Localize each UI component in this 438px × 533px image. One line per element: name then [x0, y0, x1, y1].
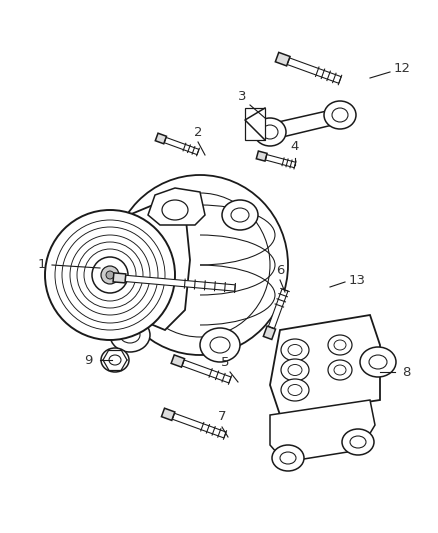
Ellipse shape [45, 210, 175, 340]
Ellipse shape [281, 379, 309, 401]
Polygon shape [171, 355, 184, 367]
Ellipse shape [110, 318, 150, 352]
Text: 9: 9 [84, 353, 92, 367]
Ellipse shape [112, 175, 288, 355]
Ellipse shape [324, 101, 356, 129]
Polygon shape [270, 315, 380, 415]
Polygon shape [90, 200, 190, 330]
Ellipse shape [200, 328, 240, 362]
Polygon shape [265, 108, 345, 140]
Ellipse shape [281, 339, 309, 361]
Text: 5: 5 [221, 356, 229, 368]
Ellipse shape [92, 257, 128, 293]
Text: 8: 8 [402, 366, 410, 378]
Polygon shape [164, 138, 199, 155]
Ellipse shape [360, 347, 396, 377]
Ellipse shape [162, 200, 188, 220]
Text: 6: 6 [276, 263, 284, 277]
Ellipse shape [281, 359, 309, 381]
Polygon shape [113, 273, 126, 283]
Polygon shape [270, 400, 375, 462]
Ellipse shape [222, 200, 258, 230]
Polygon shape [155, 133, 166, 144]
Ellipse shape [106, 271, 114, 279]
Ellipse shape [272, 445, 304, 471]
Text: 4: 4 [291, 141, 299, 154]
Polygon shape [268, 289, 288, 329]
Polygon shape [182, 360, 231, 383]
Polygon shape [263, 326, 276, 340]
Text: 3: 3 [238, 90, 246, 102]
Polygon shape [245, 108, 265, 140]
Text: 7: 7 [218, 410, 226, 424]
Polygon shape [287, 58, 341, 83]
Text: 12: 12 [393, 61, 410, 75]
Ellipse shape [101, 266, 119, 284]
Ellipse shape [342, 429, 374, 455]
Ellipse shape [328, 360, 352, 380]
Polygon shape [265, 155, 296, 168]
Ellipse shape [101, 348, 129, 372]
Ellipse shape [328, 335, 352, 355]
Polygon shape [148, 188, 205, 225]
Polygon shape [256, 151, 267, 161]
Text: 13: 13 [349, 273, 365, 287]
Polygon shape [172, 413, 226, 438]
Polygon shape [125, 275, 235, 291]
Text: 1: 1 [38, 259, 46, 271]
Text: 2: 2 [194, 125, 202, 139]
Ellipse shape [254, 118, 286, 146]
Polygon shape [162, 408, 175, 421]
Polygon shape [276, 52, 290, 66]
